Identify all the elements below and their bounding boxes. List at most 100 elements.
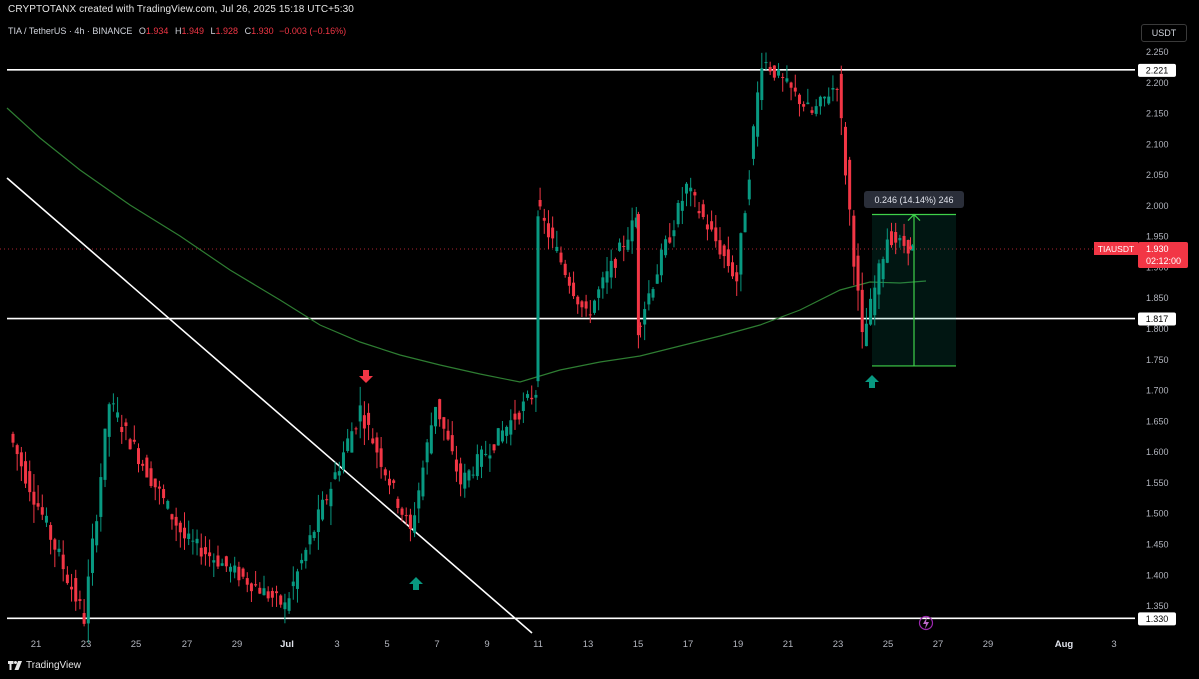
candle-body [99,477,103,517]
candle-body [216,555,220,567]
candle-body [889,231,893,246]
event-lightning-icon [918,615,934,631]
low-label: L [210,26,216,36]
candle-body [413,515,417,533]
candle-body [57,548,61,553]
candle-body [28,471,32,493]
candle-body [588,314,592,316]
candle-body [739,233,743,275]
time-tick-label: 27 [182,639,193,650]
top-bar: CRYPTOTANX created with TradingView.com,… [0,0,1199,20]
candle-body [877,263,881,295]
candle-body [325,499,329,501]
candle-body [806,102,810,105]
candle-body [831,88,835,90]
attribution-text: CRYPTOTANX created with TradingView.com,… [8,4,354,15]
candle-body [333,472,337,479]
candle-body [463,472,467,489]
buy-arrow-icon [865,375,879,388]
tradingview-logo[interactable]: TradingView [8,660,81,671]
candle-body [262,588,266,596]
candle-body [116,412,120,418]
currency-button[interactable]: USDT [1141,24,1187,42]
candle-body [191,540,195,542]
candle-body [149,468,153,486]
candle-body [718,240,722,255]
close-value: 1.930 [251,26,274,36]
candle-body [266,591,270,599]
time-tick-label: 23 [81,639,92,650]
candle-body [379,448,383,467]
candle-body [162,489,166,499]
candle-body [86,576,90,624]
price-tick-label: 1.800 [1146,324,1169,334]
symbol-legend: TIA / TetherUS · 4h · BINANCE O1.934 H1.… [8,26,346,36]
candle-body [245,578,249,585]
candle-body [906,239,910,254]
candle-body [685,183,689,194]
candle-body [425,442,429,463]
candle-body [869,298,873,325]
candle-body [894,232,898,243]
time-tick-label: 19 [733,639,744,650]
candle-body [275,591,279,594]
time-tick-label: 3 [334,639,339,650]
candle-body [346,438,350,451]
level-tag-bg [1138,612,1176,626]
descending-trendline [6,177,533,634]
candle-body [572,282,576,297]
candle-body [312,531,316,539]
candle-body [777,69,781,76]
chart-area[interactable]: 0.246 (14.14%) 246 2.250 2.200 2.150 2.100 2.… [0,20,1199,659]
candle-body [839,73,843,119]
candle-body [580,301,584,308]
candle-body [546,223,550,238]
candle-body [74,578,78,602]
time-tick-label: 21 [31,639,42,650]
candle-body [710,221,714,230]
candle-body [731,262,735,277]
level-tag-label: 2.221 [1146,65,1169,75]
candle-body [864,323,868,347]
price-tick-label: 1.350 [1146,601,1169,611]
candle-body [823,96,827,99]
candle-body [676,202,680,225]
candle-body [496,428,500,446]
candle-body [910,245,914,251]
candle-body [291,581,295,587]
candle-body [341,452,345,470]
buy-arrow-icon [409,577,423,590]
price-tick-label: 1.950 [1146,232,1169,242]
candle-body [618,242,622,251]
candle-body [781,77,785,79]
price-chart[interactable]: 0.246 (14.14%) 246 2.250 2.200 2.150 2.100 2.… [0,20,1199,659]
candle-body [559,252,563,263]
candle-body [852,215,856,267]
candle-body [337,471,341,476]
candle-body [760,68,764,101]
candle-body [40,507,44,515]
candle-body [505,426,509,436]
sell-arrow-icon [359,370,373,383]
time-tick-label: 11 [533,639,543,650]
time-tick-label: Jul [280,639,294,650]
symbol-tag-bg [1094,241,1138,255]
candle-body [668,237,672,243]
candle-body [141,463,145,466]
candle-body [672,230,676,237]
candle-body [350,431,354,453]
price-tick-label: 1.550 [1146,478,1169,488]
candle-body [484,453,488,455]
candle-body [429,425,433,454]
candle-body [450,435,454,452]
candle-body [630,220,634,242]
candle-body [249,583,253,592]
candle-body [120,426,124,433]
candle-body [371,438,375,444]
candle-body [387,478,391,486]
candle-body [304,549,308,562]
candle-body [680,200,684,211]
candle-body [459,463,463,485]
level-tag-label: 1.330 [1146,614,1169,624]
candle-body [11,433,15,443]
